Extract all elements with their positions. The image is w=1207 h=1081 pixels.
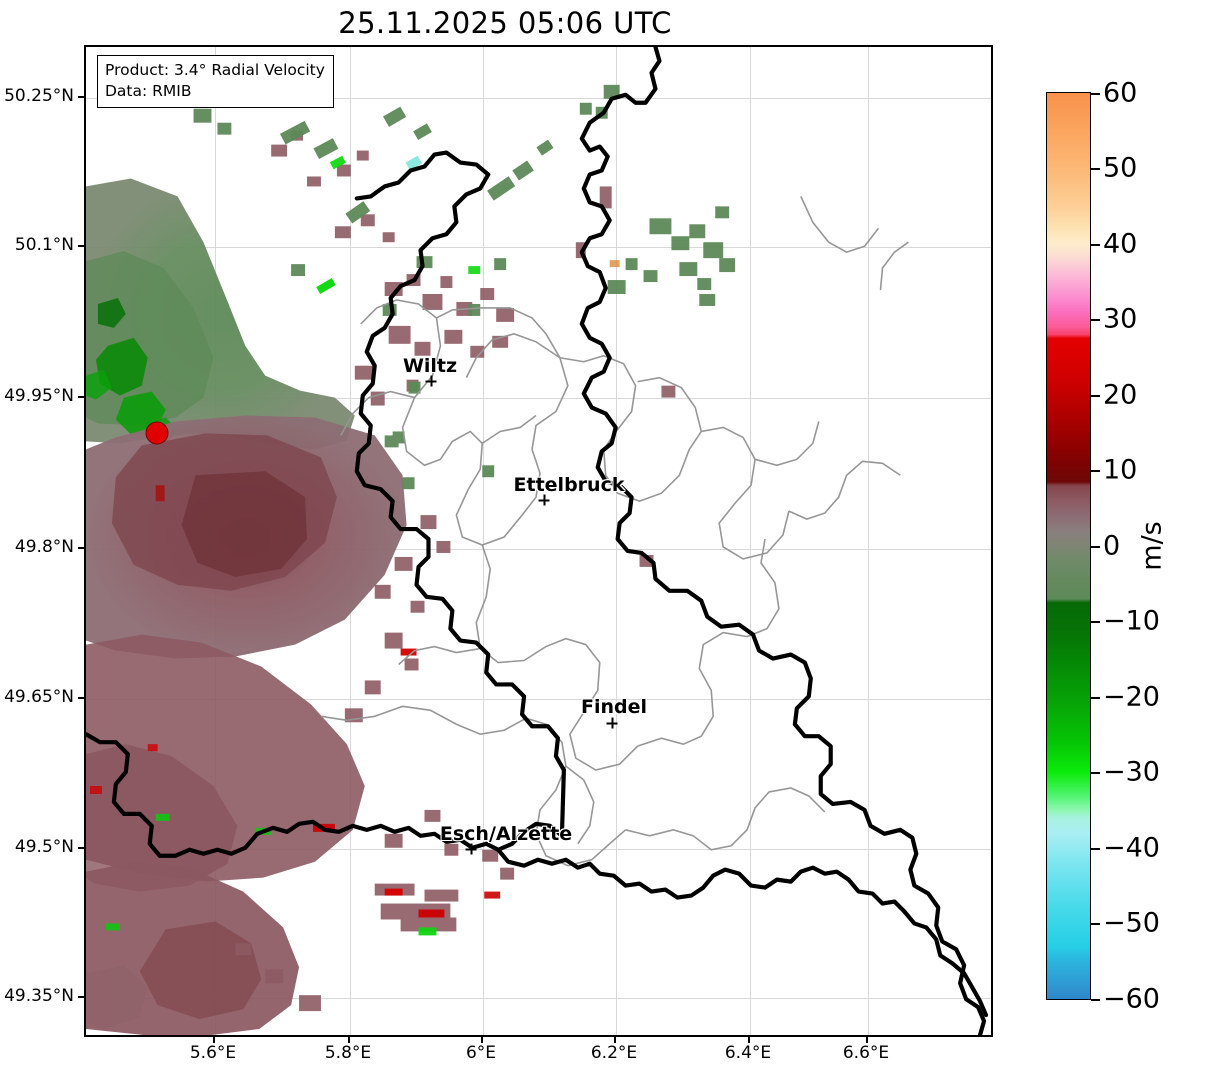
colorbar-tick bbox=[1091, 470, 1100, 472]
xtick-label-66: 6.6°E bbox=[842, 1043, 890, 1063]
ytick-mark bbox=[78, 245, 84, 247]
radar-plot: Wiltz Ettelbruck Findel Esch/Alzette Pro… bbox=[84, 45, 993, 1037]
radar-site-marker bbox=[145, 421, 169, 445]
colorbar-tick bbox=[1091, 395, 1100, 397]
ytick-label-4965: 49.65°N bbox=[4, 687, 74, 707]
colorbar-tick bbox=[1091, 697, 1100, 699]
xtick-mark bbox=[748, 1037, 750, 1043]
district-borders bbox=[320, 196, 909, 867]
gridline-horizontal bbox=[86, 247, 991, 248]
gridline-horizontal bbox=[86, 98, 991, 99]
xtick-mark bbox=[866, 1037, 868, 1043]
colorbar-label-m30: −30 bbox=[1103, 756, 1160, 788]
info-data-line: Data: RMIB bbox=[105, 81, 192, 100]
colorbar-tick bbox=[1091, 546, 1100, 548]
xtick-label-58: 5.8°E bbox=[324, 1043, 372, 1063]
colorbar-tick bbox=[1091, 772, 1100, 774]
xtick-mark bbox=[614, 1037, 616, 1043]
city-marker-wiltz bbox=[425, 375, 437, 387]
map-canvas bbox=[86, 47, 991, 1035]
ytick-mark bbox=[78, 96, 84, 98]
gridline-horizontal bbox=[86, 998, 991, 999]
colorbar-label-60: 60 bbox=[1103, 77, 1138, 109]
xtick-mark bbox=[481, 1037, 483, 1043]
colorbar-label-40: 40 bbox=[1103, 228, 1138, 260]
colorbar-gradient bbox=[1046, 92, 1091, 1000]
gridline-vertical bbox=[868, 47, 869, 1035]
city-label-wiltz: Wiltz bbox=[402, 355, 458, 377]
colorbar-label-0: 0 bbox=[1103, 530, 1121, 562]
colorbar-tick bbox=[1091, 244, 1100, 246]
info-product-line: Product: 3.4° Radial Velocity bbox=[105, 61, 325, 79]
colorbar-tick bbox=[1091, 168, 1100, 170]
colorbar-tick bbox=[1091, 93, 1100, 95]
radar-velocity-field bbox=[86, 84, 736, 1035]
xtick-label-56: 5.6°E bbox=[189, 1043, 237, 1063]
ytick-label-495: 49.5°N bbox=[14, 837, 74, 857]
city-label-ettelbruck: Ettelbruck bbox=[513, 474, 625, 496]
page-title: 25.11.2025 05:06 UTC bbox=[338, 6, 672, 40]
colorbar-tick bbox=[1091, 999, 1100, 1001]
colorbar-label-50: 50 bbox=[1103, 152, 1138, 184]
colorbar-tick bbox=[1091, 319, 1100, 321]
xtick-label-64: 6.4°E bbox=[724, 1043, 772, 1063]
xtick-mark bbox=[348, 1037, 350, 1043]
xtick-mark bbox=[213, 1037, 215, 1043]
xtick-label-62: 6.2°E bbox=[590, 1043, 638, 1063]
colorbar-label-m40: −40 bbox=[1103, 832, 1160, 864]
gridline-horizontal bbox=[86, 549, 991, 550]
ytick-mark bbox=[78, 547, 84, 549]
city-marker-findel bbox=[606, 717, 618, 729]
colorbar-tick bbox=[1091, 848, 1100, 850]
colorbar-tick bbox=[1091, 621, 1100, 623]
ytick-label-4995: 49.95°N bbox=[4, 386, 74, 406]
city-marker-ettelbruck bbox=[538, 494, 550, 506]
gridline-horizontal bbox=[86, 849, 991, 850]
ytick-mark bbox=[78, 996, 84, 998]
city-label-esch-alzette: Esch/Alzette bbox=[439, 823, 573, 845]
ytick-mark bbox=[78, 396, 84, 398]
ytick-mark bbox=[78, 847, 84, 849]
city-label-findel: Findel bbox=[580, 696, 648, 718]
xtick-label-6: 6°E bbox=[465, 1043, 497, 1063]
ytick-mark bbox=[78, 697, 84, 699]
colorbar-label-20: 20 bbox=[1103, 379, 1138, 411]
colorbar bbox=[1046, 92, 1091, 1000]
gridline-horizontal bbox=[86, 398, 991, 399]
ytick-label-498: 49.8°N bbox=[14, 537, 74, 557]
colorbar-tick bbox=[1091, 923, 1100, 925]
country-borders bbox=[86, 47, 989, 1035]
colorbar-label-m50: −50 bbox=[1103, 907, 1160, 939]
colorbar-label-m60: −60 bbox=[1103, 983, 1160, 1015]
colorbar-label-m10: −10 bbox=[1103, 605, 1160, 637]
colorbar-label-m20: −20 bbox=[1103, 681, 1160, 713]
gridline-vertical bbox=[616, 47, 617, 1035]
gridline-vertical bbox=[483, 47, 484, 1035]
map-borders bbox=[86, 47, 989, 1035]
ytick-label-4935: 49.35°N bbox=[4, 986, 74, 1006]
gridline-horizontal bbox=[86, 699, 991, 700]
colorbar-unit-label: m/s bbox=[1136, 521, 1168, 571]
ytick-label-501: 50.1°N bbox=[14, 235, 74, 255]
ytick-label-5025: 50.25°N bbox=[4, 86, 74, 106]
colorbar-label-10: 10 bbox=[1103, 454, 1138, 486]
colorbar-label-30: 30 bbox=[1103, 303, 1138, 335]
info-box: Product: 3.4° Radial Velocity Data: RMIB bbox=[97, 55, 334, 108]
gridline-vertical bbox=[750, 47, 751, 1035]
city-marker-esch-alzette bbox=[465, 843, 477, 855]
